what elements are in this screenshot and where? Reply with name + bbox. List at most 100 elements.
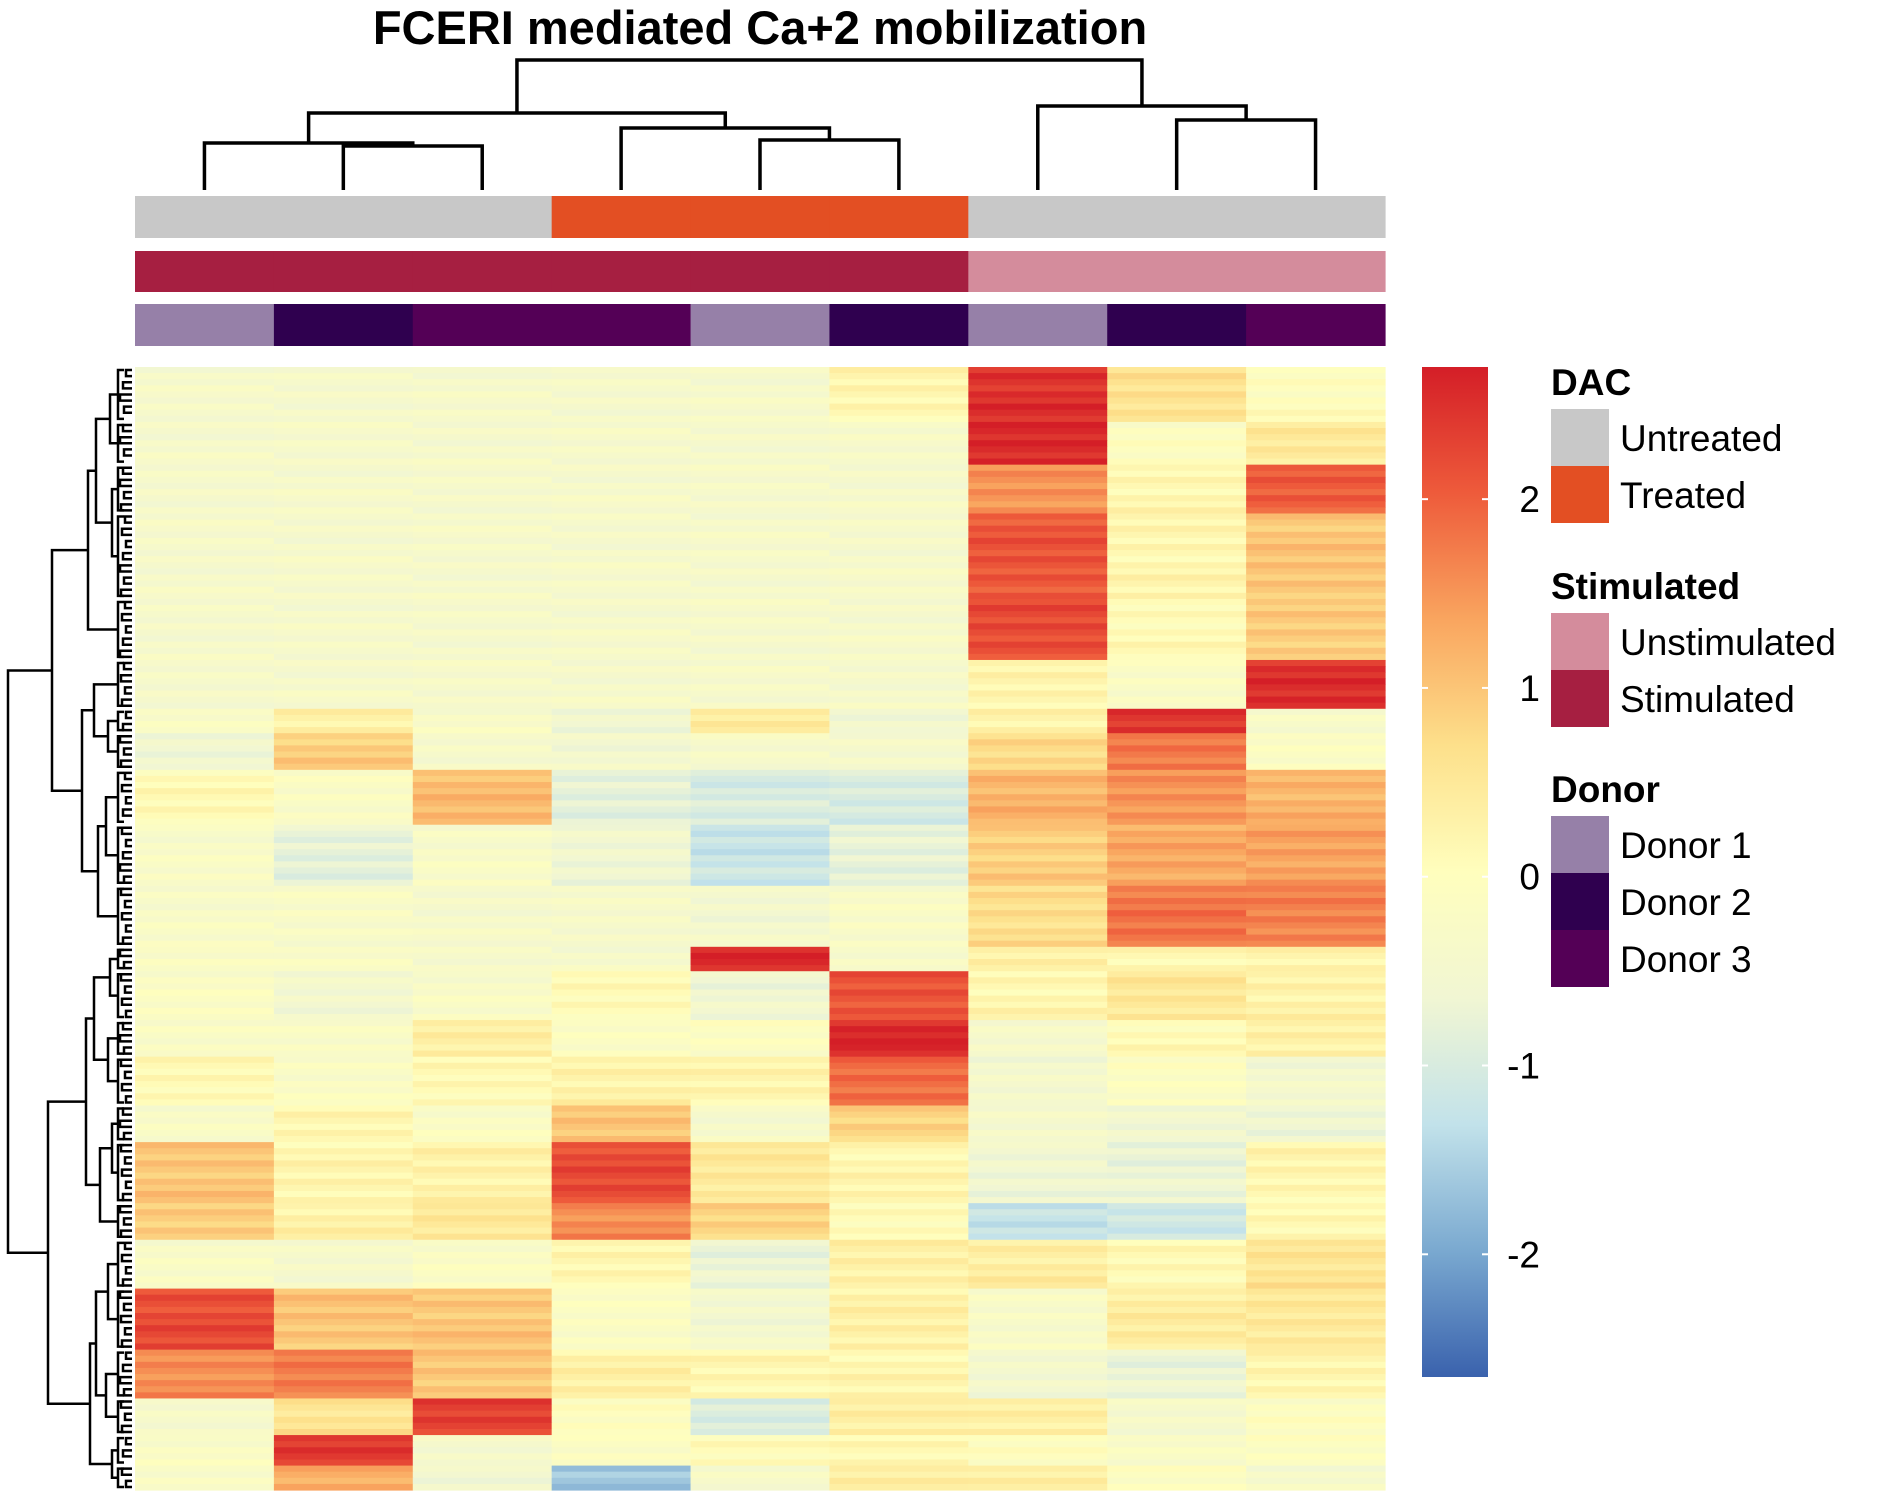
heatmap-cell	[690, 562, 831, 569]
heatmap-cell	[412, 1239, 553, 1247]
heatmap-cell	[1107, 1178, 1247, 1186]
heatmap-cell	[135, 1337, 275, 1345]
heatmap-cell	[551, 629, 692, 637]
heatmap-cell	[1246, 1221, 1386, 1229]
heatmap-cell	[968, 1398, 1108, 1406]
heatmap-cell	[829, 519, 969, 527]
heatmap-cell	[690, 702, 831, 710]
heatmap-cell	[829, 965, 969, 972]
heatmap-cell	[551, 867, 692, 875]
heatmap-cell	[551, 464, 692, 472]
heatmap-cell	[690, 861, 831, 869]
row-dendrogram-branch	[124, 625, 132, 634]
heatmap-cell	[135, 763, 275, 771]
heatmap-cell	[135, 922, 275, 930]
heatmap-cell	[690, 849, 831, 856]
heatmap-cell	[1107, 1001, 1247, 1009]
heatmap-cell	[1107, 1337, 1247, 1345]
heatmap-cell	[829, 562, 969, 569]
heatmap-cell	[412, 1172, 553, 1180]
heatmap-cell	[690, 1013, 831, 1021]
heatmap-cell	[1246, 379, 1386, 386]
heatmap-cell	[412, 1319, 553, 1326]
heatmap-cell	[690, 1062, 831, 1070]
heatmap-cell	[968, 482, 1108, 490]
heatmap-cell	[412, 1215, 553, 1223]
heatmap-cell	[690, 397, 831, 405]
heatmap-cell	[968, 1068, 1108, 1076]
heatmap-cell	[1246, 977, 1386, 985]
heatmap-cell	[135, 934, 275, 942]
heatmap-cell	[690, 714, 831, 722]
heatmap-cell	[1246, 434, 1386, 441]
heatmap-cell	[551, 415, 692, 423]
heatmap-cell	[135, 873, 275, 881]
heatmap-cell	[1246, 849, 1386, 856]
heatmap-cell	[1246, 440, 1386, 447]
heatmap-cell	[690, 800, 831, 808]
row-dendrogram-branch	[122, 405, 132, 415]
heatmap-cell	[1246, 1209, 1386, 1216]
heatmap-cell	[1107, 702, 1247, 710]
row-dendrogram-branch	[124, 796, 132, 805]
heatmap-cell	[1107, 873, 1247, 881]
heatmap-cell	[551, 1105, 692, 1113]
heatmap-cell	[1107, 910, 1247, 917]
heatmap-cell	[829, 373, 969, 380]
heatmap-cell	[135, 971, 275, 978]
heatmap-cell	[690, 1447, 831, 1454]
heatmap-cell	[1246, 1398, 1386, 1406]
heatmap-cell	[1107, 1038, 1247, 1046]
heatmap-cell	[1246, 1404, 1386, 1412]
row-dendrogram-branch	[122, 448, 132, 457]
heatmap-cell	[1107, 891, 1247, 899]
heatmap-cell	[1107, 1111, 1247, 1119]
heatmap-cell	[273, 592, 414, 600]
heatmap-cell	[690, 641, 831, 649]
heatmap-cell	[273, 1032, 414, 1039]
heatmap-cell	[273, 367, 414, 374]
row-dendrogram-branch	[118, 1034, 132, 1043]
heatmap-cell	[135, 434, 275, 441]
heatmap-cell	[690, 1483, 831, 1491]
heatmap-cell	[1107, 1032, 1247, 1039]
heatmap-cell	[1246, 385, 1386, 393]
heatmap-cell	[968, 580, 1108, 588]
heatmap-cell	[690, 696, 831, 704]
heatmap-cell	[690, 1337, 831, 1345]
heatmap-cell	[412, 708, 553, 716]
heatmap-cell	[968, 1148, 1108, 1155]
heatmap-cell	[1107, 934, 1247, 942]
heatmap-cell	[135, 1038, 275, 1046]
heatmap-cell	[690, 1233, 831, 1241]
heatmap-cell	[968, 769, 1108, 777]
heatmap-cell	[273, 1471, 414, 1479]
heatmap-cell	[829, 617, 969, 624]
heatmap-cell	[273, 775, 414, 783]
heatmap-cell	[412, 1221, 553, 1229]
heatmap-cell	[1107, 1343, 1247, 1351]
heatmap-cell	[551, 812, 692, 820]
heatmap-cell	[1246, 507, 1386, 515]
heatmap-cell	[1246, 1136, 1386, 1143]
heatmap-cell	[135, 501, 275, 508]
heatmap-cell	[135, 696, 275, 704]
heatmap-cell	[1246, 891, 1386, 899]
heatmap-cell	[412, 965, 553, 972]
heatmap-cell	[135, 617, 275, 624]
heatmap-cell	[968, 476, 1108, 484]
heatmap-cell	[412, 415, 553, 423]
heatmap-cell	[1107, 586, 1247, 594]
heatmap-cell	[829, 525, 969, 533]
heatmap-cell	[551, 775, 692, 783]
heatmap-cell	[1246, 702, 1386, 710]
heatmap-cell	[551, 1422, 692, 1430]
legend-label: Treated	[1620, 475, 1746, 516]
heatmap-cell	[690, 513, 831, 521]
heatmap-cell	[273, 507, 414, 515]
row-dendrogram-branch	[88, 1342, 112, 1466]
heatmap-cell	[1246, 1477, 1386, 1485]
heatmap-cell	[968, 421, 1108, 429]
heatmap-cell	[1107, 861, 1247, 869]
heatmap-cell	[273, 1251, 414, 1259]
